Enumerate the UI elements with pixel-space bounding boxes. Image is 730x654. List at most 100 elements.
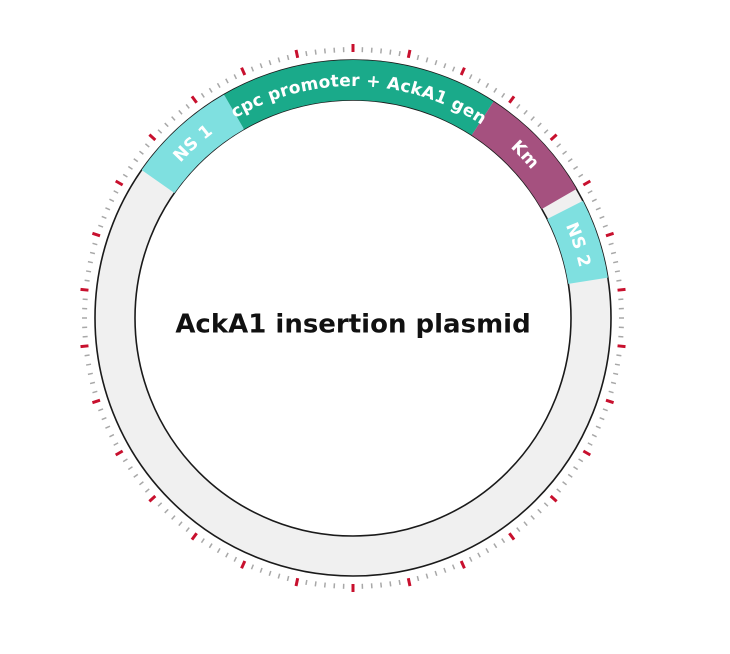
tick-minor (616, 354, 622, 357)
tick-minor (178, 521, 183, 527)
tick-major (582, 179, 592, 187)
tick-minor (614, 270, 621, 273)
tick-minor (543, 502, 549, 507)
tick-minor (443, 567, 447, 573)
tick-minor (537, 508, 542, 514)
features (141, 60, 608, 284)
tick-minor (567, 158, 573, 163)
tick-minor (164, 508, 169, 514)
tick-major (605, 231, 615, 238)
tick-minor (434, 570, 438, 576)
tick-minor (573, 165, 579, 170)
tick-minor (562, 481, 568, 486)
tick-minor (587, 190, 593, 194)
feature-ns1 (141, 94, 244, 193)
tick-minor (92, 242, 98, 246)
tick-major (240, 67, 247, 76)
tick-minor (113, 442, 119, 446)
tick-minor (610, 381, 617, 385)
tick-minor (416, 54, 420, 61)
tick-minor (323, 48, 326, 54)
tick-major (190, 95, 198, 104)
tick-minor (398, 579, 401, 586)
tick-minor (185, 103, 190, 109)
tick-minor (84, 279, 90, 282)
tick-major (294, 49, 300, 59)
tick-major (240, 560, 247, 569)
tick-minor (171, 515, 176, 520)
tick-major (508, 532, 516, 541)
tick-minor (523, 521, 528, 527)
tick-minor (556, 143, 562, 148)
tick-major (148, 133, 157, 142)
tick-minor (133, 473, 139, 478)
tick-minor (164, 122, 169, 128)
tick-minor (578, 173, 584, 178)
tick-minor (516, 527, 521, 533)
tick-minor (277, 57, 281, 63)
tick-minor (109, 433, 115, 438)
tick-minor (537, 122, 542, 128)
tick-minor (501, 538, 506, 544)
tick-minor (614, 363, 621, 366)
tick-major (190, 532, 198, 541)
tick-minor (200, 92, 205, 98)
tick-minor (451, 66, 456, 72)
tick-minor (122, 173, 128, 178)
tick-minor (208, 87, 213, 93)
tick-minor (89, 381, 96, 385)
tick-minor (101, 416, 107, 421)
tick-minor (200, 538, 205, 544)
tick-minor (225, 552, 229, 558)
tick-major (91, 398, 101, 405)
tick-minor (543, 129, 549, 134)
tick-minor (84, 354, 90, 357)
tick-minor (556, 488, 562, 493)
tick-minor (89, 251, 96, 255)
tick-minor (250, 66, 255, 72)
tick-minor (259, 63, 263, 69)
tick-minor (127, 165, 133, 170)
tick-minor (314, 581, 317, 587)
feature-promoter (224, 60, 494, 136)
plasmid-title: AckA1 insertion plasmid (175, 310, 530, 340)
tick-major (406, 577, 412, 587)
tick-minor (485, 82, 490, 89)
tick-minor (171, 116, 176, 121)
tick-minor (599, 416, 605, 421)
tick-minor (133, 158, 139, 163)
tick-minor (434, 60, 438, 66)
tick-minor (105, 207, 111, 211)
tick-minor (616, 279, 622, 282)
tick-major (582, 449, 592, 457)
tick-major (114, 449, 124, 457)
tick-major (91, 231, 101, 238)
tick-minor (109, 198, 115, 203)
tick-minor (578, 458, 584, 463)
tick-minor (389, 49, 392, 55)
tick-minor (305, 579, 308, 586)
tick-minor (233, 556, 238, 562)
tick-minor (259, 567, 263, 573)
tick-minor (98, 224, 104, 228)
tick-minor (286, 54, 290, 61)
tick-minor (477, 78, 481, 84)
tick-minor (314, 49, 317, 55)
tick-minor (216, 547, 221, 554)
tick-minor (398, 50, 401, 57)
tick-minor (591, 198, 597, 203)
tick-minor (389, 581, 392, 587)
tick-minor (85, 270, 92, 273)
tick-minor (477, 552, 481, 558)
tick-minor (501, 92, 506, 98)
tick-minor (380, 48, 383, 54)
tick-minor (85, 363, 92, 366)
tick-major (605, 398, 615, 405)
tick-minor (468, 556, 473, 562)
tick-minor (380, 582, 383, 588)
tick-minor (602, 408, 608, 412)
tick-minor (587, 442, 593, 446)
tick-minor (101, 215, 107, 220)
tick-minor (286, 575, 290, 582)
